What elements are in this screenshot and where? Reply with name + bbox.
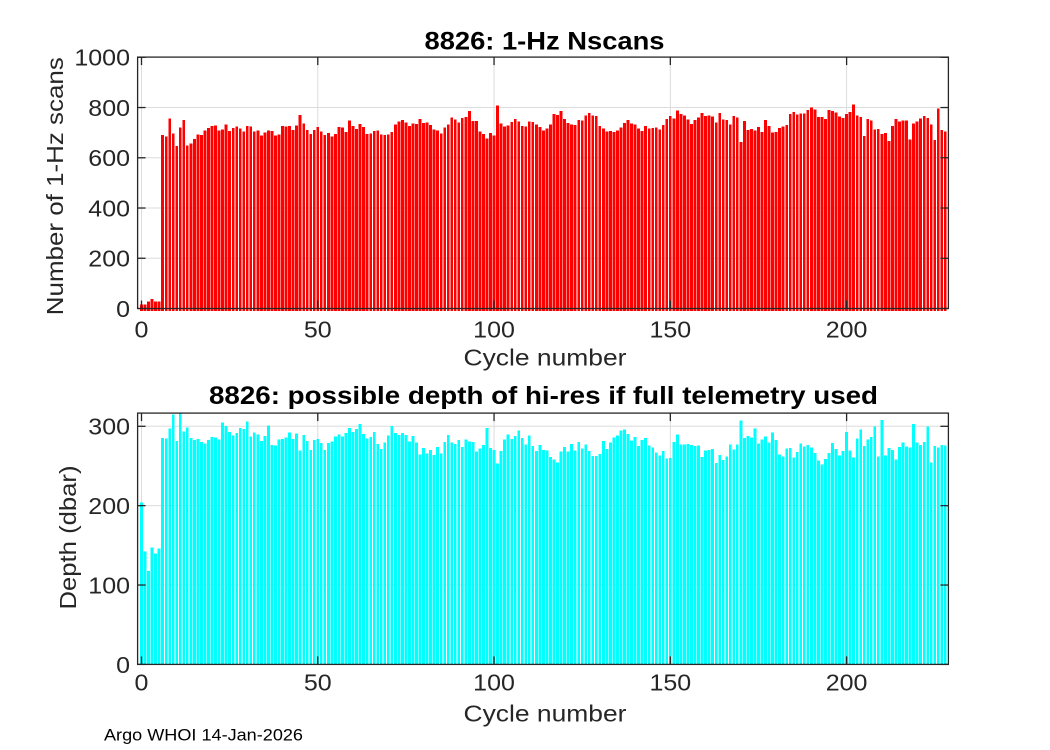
svg-text:200: 200 <box>88 493 130 519</box>
svg-text:1000: 1000 <box>74 45 130 71</box>
svg-text:0: 0 <box>135 670 149 696</box>
svg-text:800: 800 <box>88 95 130 121</box>
svg-text:Number of 1-Hz scans: Number of 1-Hz scans <box>42 57 68 315</box>
svg-text:100: 100 <box>88 572 130 598</box>
svg-text:100: 100 <box>473 316 515 342</box>
svg-text:Cycle number: Cycle number <box>464 345 627 371</box>
svg-text:0: 0 <box>135 316 149 342</box>
svg-text:400: 400 <box>88 195 130 221</box>
svg-text:0: 0 <box>116 652 130 678</box>
svg-text:Argo WHOI 14-Jan-2026: Argo WHOI 14-Jan-2026 <box>104 726 303 745</box>
svg-text:150: 150 <box>649 316 691 342</box>
svg-text:50: 50 <box>304 316 332 342</box>
svg-text:100: 100 <box>473 670 515 696</box>
svg-text:200: 200 <box>826 670 868 696</box>
svg-text:300: 300 <box>88 414 130 440</box>
svg-text:Depth (dbar): Depth (dbar) <box>55 466 81 610</box>
svg-text:200: 200 <box>826 316 868 342</box>
svg-text:50: 50 <box>304 670 332 696</box>
svg-text:8826: 1-Hz Nscans: 8826: 1-Hz Nscans <box>425 28 665 56</box>
svg-text:200: 200 <box>88 246 130 272</box>
svg-text:0: 0 <box>116 296 130 322</box>
svg-text:150: 150 <box>649 670 691 696</box>
svg-text:Cycle number: Cycle number <box>464 701 627 727</box>
svg-text:8826: possible depth of hi-res: 8826: possible depth of hi-res if full t… <box>209 382 878 410</box>
svg-text:600: 600 <box>88 145 130 171</box>
